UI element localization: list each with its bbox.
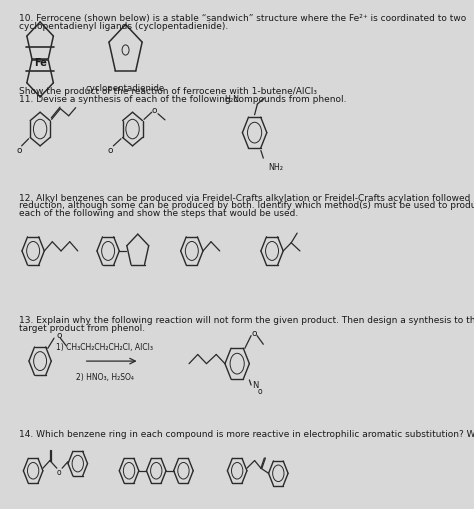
Text: 11. Devise a synthesis of each of the following compounds from phenol.: 11. Devise a synthesis of each of the fo…	[19, 95, 346, 104]
Text: 10. Ferrocene (shown below) is a stable “sandwich” structure where the Fe²⁺ is c: 10. Ferrocene (shown below) is a stable …	[19, 14, 466, 23]
Text: 1) CH₃CH₂CH₂CH₂Cl, AlCl₃: 1) CH₃CH₂CH₂CH₂Cl, AlCl₃	[56, 342, 153, 351]
Text: o: o	[17, 146, 22, 155]
Text: NH₂: NH₂	[269, 163, 283, 172]
Text: o: o	[152, 106, 157, 115]
Text: o: o	[56, 330, 62, 340]
Text: Show the product of the reaction of ferrocene with 1-butene/AlCl₃: Show the product of the reaction of ferr…	[19, 87, 317, 96]
Text: 2) HNO₃, H₂SO₄: 2) HNO₃, H₂SO₄	[76, 373, 134, 382]
Text: 12. Alkyl benzenes can be produced via Freidel-Crafts alkylation or Freidel-Craf: 12. Alkyl benzenes can be produced via F…	[19, 193, 474, 203]
Text: Fe: Fe	[34, 58, 46, 68]
Text: 14. Which benzene ring in each compound is more reactive in electrophilic aromat: 14. Which benzene ring in each compound …	[19, 429, 474, 438]
Text: 13. Explain why the following reaction will not form the given product. Then des: 13. Explain why the following reaction w…	[19, 316, 474, 325]
Text: o: o	[251, 328, 256, 337]
Text: H₂N.: H₂N.	[224, 95, 241, 104]
Text: each of the following and show the steps that would be used.: each of the following and show the steps…	[19, 209, 299, 218]
Text: cyclopentadienide: cyclopentadienide	[86, 83, 165, 93]
Text: cyclopentadienyl ligands (cyclopentadienide).: cyclopentadienyl ligands (cyclopentadien…	[19, 22, 228, 31]
Text: o: o	[258, 386, 263, 395]
Text: target product from phenol.: target product from phenol.	[19, 323, 146, 332]
Text: o: o	[56, 467, 61, 476]
Text: reduction, although some can be produced by both. Identify which method(s) must : reduction, although some can be produced…	[19, 201, 474, 210]
Text: o: o	[108, 146, 113, 155]
Text: N: N	[252, 380, 258, 389]
